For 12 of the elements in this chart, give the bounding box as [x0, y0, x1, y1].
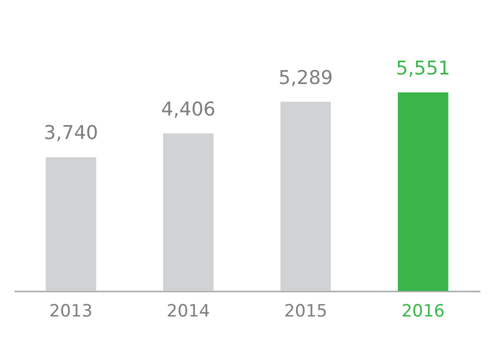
data-label: 4,406	[161, 98, 216, 120]
data-label: 5,551	[396, 57, 450, 80]
x-tick-label: 2013	[49, 302, 93, 322]
data-label: 3,740	[44, 122, 98, 144]
x-tick-label: 2015	[284, 302, 328, 322]
bar	[163, 133, 214, 291]
bar	[46, 157, 96, 291]
x-tick-label: 2014	[166, 302, 210, 322]
bar	[398, 92, 448, 291]
bar	[280, 102, 331, 291]
data-label: 5,289	[278, 66, 333, 89]
x-tick-label: 2016	[401, 302, 445, 322]
